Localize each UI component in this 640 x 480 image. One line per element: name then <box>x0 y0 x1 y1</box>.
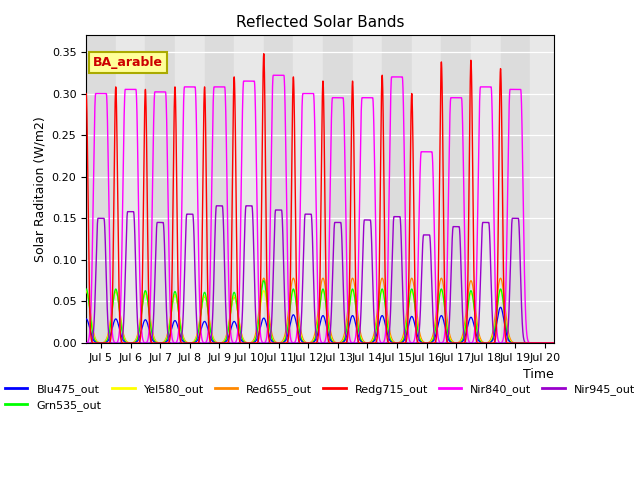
Bar <box>145 36 175 343</box>
Bar <box>205 36 234 343</box>
Bar <box>442 36 471 343</box>
Bar <box>293 36 323 343</box>
Bar <box>116 36 145 343</box>
Bar <box>500 36 530 343</box>
Bar <box>471 36 500 343</box>
Y-axis label: Solar Raditaion (W/m2): Solar Raditaion (W/m2) <box>33 116 46 262</box>
Bar <box>323 36 353 343</box>
Bar <box>175 36 205 343</box>
Title: Reflected Solar Bands: Reflected Solar Bands <box>236 15 404 30</box>
Legend: Blu475_out, Grn535_out, Yel580_out, Red655_out, Redg715_out, Nir840_out, Nir945_: Blu475_out, Grn535_out, Yel580_out, Red6… <box>1 379 639 416</box>
Bar <box>412 36 442 343</box>
Bar <box>382 36 412 343</box>
Bar <box>234 36 264 343</box>
Bar <box>264 36 293 343</box>
Bar <box>86 36 116 343</box>
Bar <box>353 36 382 343</box>
Bar <box>530 36 560 343</box>
Text: BA_arable: BA_arable <box>93 56 163 69</box>
X-axis label: Time: Time <box>523 368 554 381</box>
